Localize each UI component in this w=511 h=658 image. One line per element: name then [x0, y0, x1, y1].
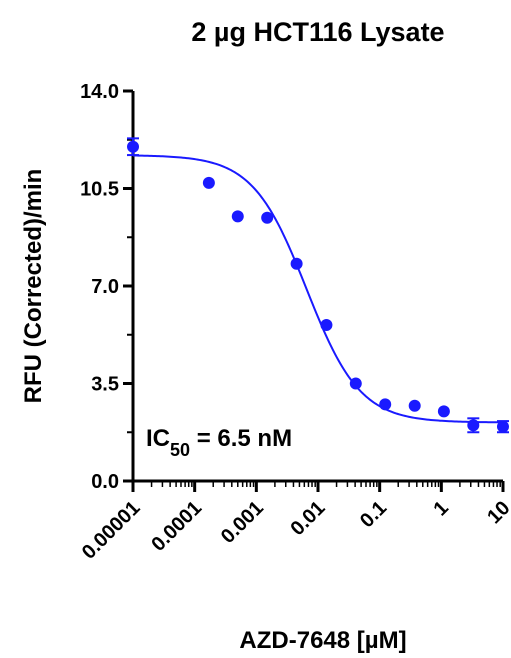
data-point: [320, 319, 333, 331]
x-tick-label: 10: [483, 497, 511, 528]
data-point: [290, 257, 303, 270]
x-tick-label: 0.0001: [147, 497, 206, 556]
y-axis: 0.0 3.5 7.0 10.5 14.0: [80, 81, 135, 493]
y-tick-label: 10.5: [80, 179, 119, 201]
x-axis: 0.00001 0.0001 0.001 0.01 0.1 1 10: [78, 479, 511, 564]
fit-curve: [132, 154, 504, 424]
y-tick-label: 0.0: [91, 471, 119, 493]
data-point: [349, 377, 362, 390]
data-point: [231, 210, 244, 223]
ic50-prefix: IC: [146, 425, 170, 452]
chart-title: 2 µg HCT116 Lysate: [191, 17, 444, 47]
x-ticks: 0.00001 0.0001 0.001 0.01 0.1 1 10: [78, 481, 511, 564]
data-point: [437, 405, 450, 418]
y-tick-label: 7.0: [91, 276, 119, 298]
data-point: [127, 140, 139, 153]
ic50-suffix: = 6.5 nM: [190, 425, 292, 452]
ic50-annotation: IC50 = 6.5 nM: [146, 425, 292, 460]
data-point: [467, 419, 480, 432]
y-tick-label: 14.0: [80, 81, 119, 103]
x-axis-label: AZD-7648 [µM]: [239, 627, 406, 654]
data-point: [379, 398, 392, 411]
data-point: [261, 211, 274, 224]
data-point: [497, 420, 509, 433]
data-point: [202, 176, 215, 189]
x-tick-label: 0.1: [356, 497, 391, 532]
data-point: [408, 399, 421, 412]
y-tick-label: 3.5: [91, 374, 119, 396]
x-tick-label: 1: [429, 497, 452, 520]
data-points: [127, 137, 509, 434]
ic50-subscript: 50: [170, 440, 190, 460]
x-tick-label: 0.01: [286, 497, 329, 540]
x-tick-label: 0.00001: [78, 497, 145, 564]
y-ticks: 0.0 3.5 7.0 10.5 14.0: [80, 81, 133, 493]
y-axis-label: RFU (Corrected)/min: [20, 169, 47, 404]
x-tick-label: 0.001: [217, 497, 268, 548]
